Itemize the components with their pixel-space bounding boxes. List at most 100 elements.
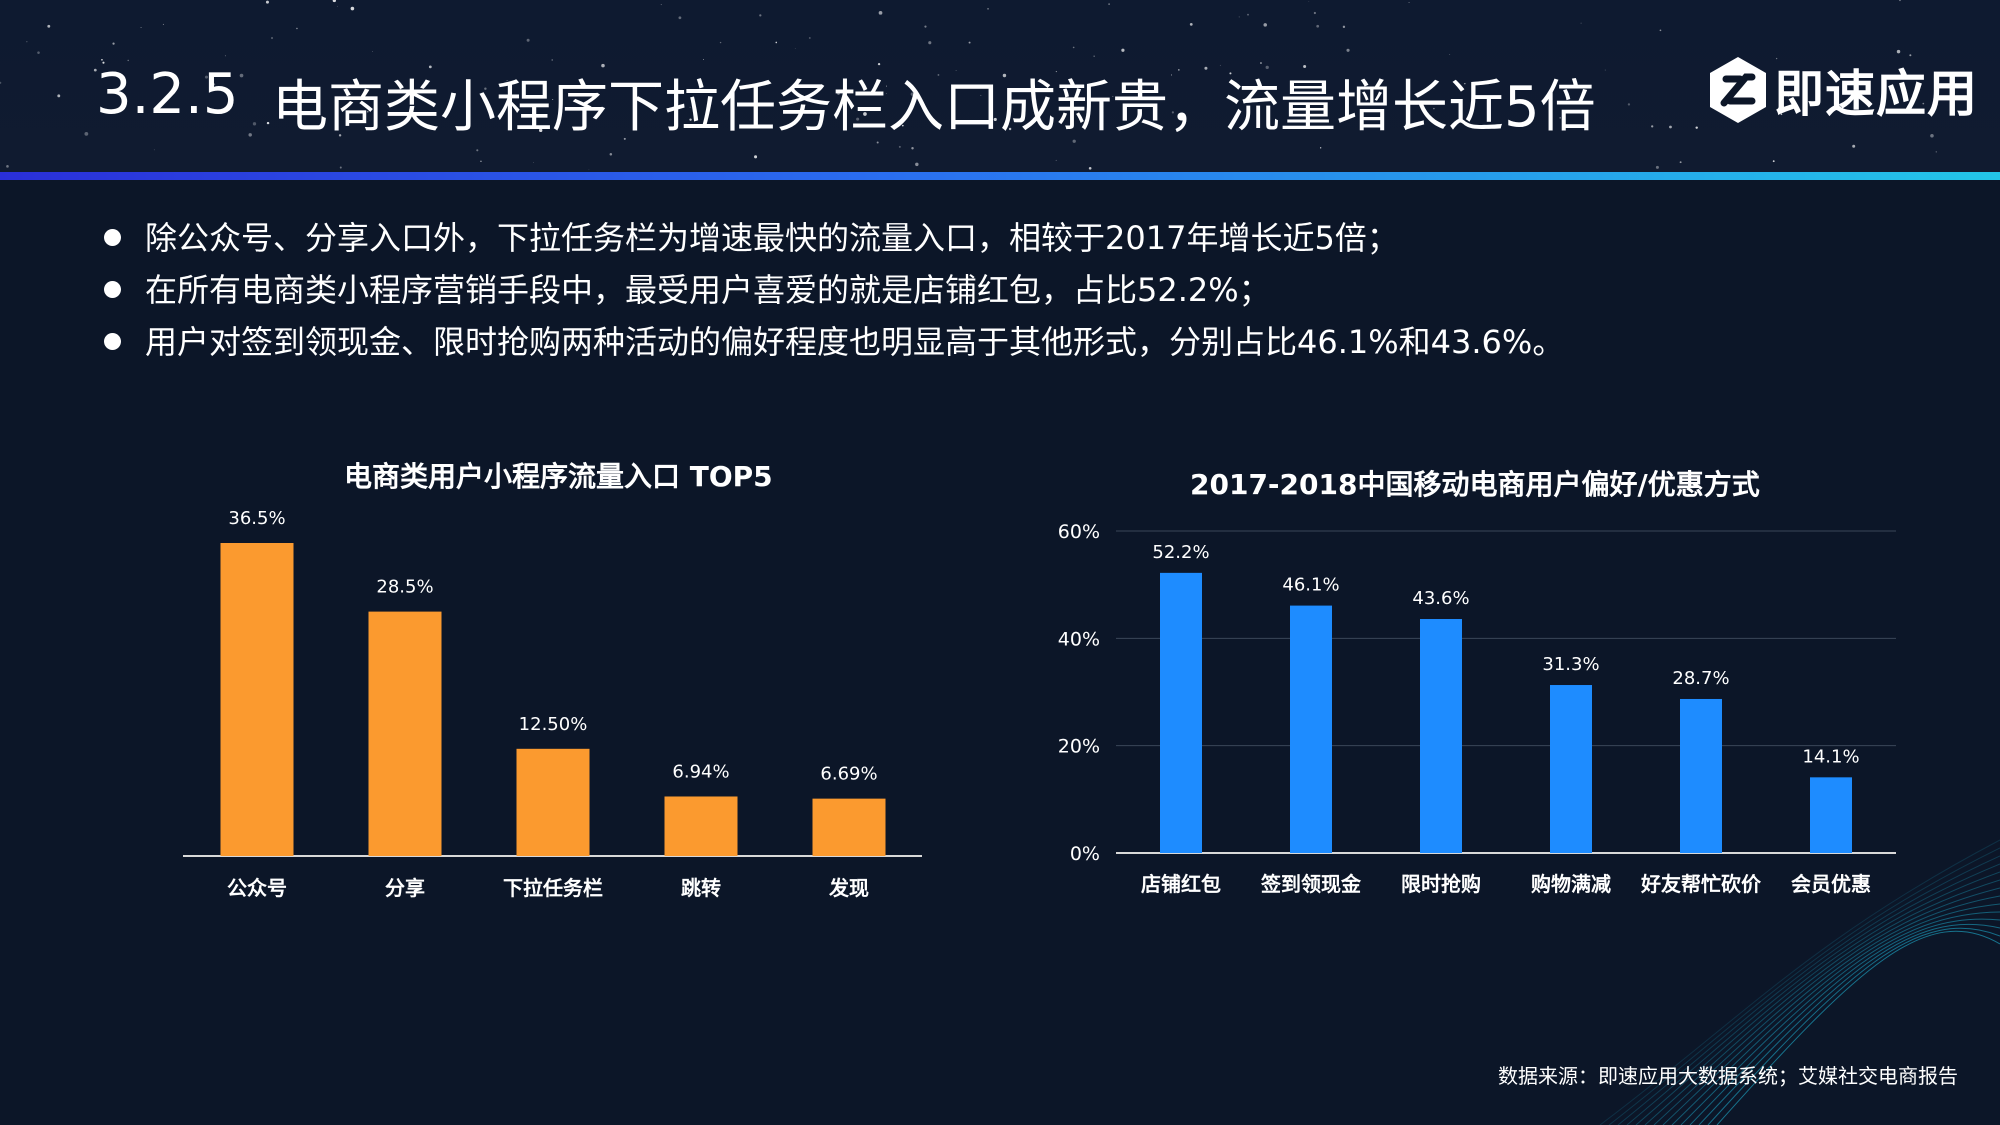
category-label: 发现 xyxy=(828,876,869,900)
wave-line xyxy=(1599,839,2000,1125)
star-dot xyxy=(1559,117,1561,119)
star-dot xyxy=(26,41,28,43)
bar-value-label: 31.3% xyxy=(1542,654,1599,675)
starfield-decoration xyxy=(0,0,1937,171)
bullet-item: 在所有电商类小程序营销手段中，最受用户喜爱的就是店铺红包，占比52.2%； xyxy=(98,264,1564,316)
star-dot xyxy=(1247,13,1249,16)
star-dot xyxy=(506,80,508,82)
bullet-list: 除公众号、分享入口外，下拉任务栏为增速最快的流量入口，相较于2017年增长近5倍… xyxy=(98,212,1564,368)
star-dot xyxy=(955,70,957,71)
star-dot xyxy=(1229,72,1232,75)
wave-line xyxy=(1617,855,2000,1125)
bar-value-label: 6.94% xyxy=(672,761,729,782)
wave-line xyxy=(1671,903,2000,1125)
category-label: 签到领现金 xyxy=(1260,872,1362,896)
bar-value-label: 36.5% xyxy=(228,508,285,529)
bullet-item: 除公众号、分享入口外，下拉任务栏为增速最快的流量入口，相较于2017年增长近5倍… xyxy=(98,212,1564,264)
logo-text: 即速应用 xyxy=(1774,65,1978,123)
star-dot xyxy=(57,94,61,98)
traffic-entry-bar-chart: 36.5% 公众号 28.5% 分享 12.50% 下拉任务栏 6.94% 跳转 6.69% 发现 xyxy=(183,508,922,900)
star-dot xyxy=(1433,107,1435,110)
star-dot xyxy=(1464,82,1466,85)
star-dot xyxy=(127,59,129,62)
y-tick-label: 40% xyxy=(1058,628,1100,650)
bullet-text: 用户对签到领现金、限时抢购两种活动的偏好程度也明显高于其他形式，分别占比46.1… xyxy=(145,323,1565,361)
star-dot xyxy=(252,122,257,126)
star-dot xyxy=(452,94,455,98)
star-dot xyxy=(1171,111,1174,114)
star-dot xyxy=(1346,48,1350,52)
star-dot xyxy=(552,99,554,101)
star-dot xyxy=(47,24,51,28)
bar-会员优惠 xyxy=(1810,777,1852,853)
star-dot xyxy=(213,83,216,86)
star-dot xyxy=(928,41,932,45)
star-dot xyxy=(655,86,657,88)
star-dot xyxy=(901,124,904,127)
star-dot xyxy=(484,87,487,90)
bar-value-label: 28.7% xyxy=(1672,668,1729,689)
star-dot xyxy=(678,16,682,20)
star-dot xyxy=(1093,55,1095,57)
star-dot xyxy=(1308,0,1310,2)
bar-value-label: 14.1% xyxy=(1802,746,1859,767)
star-dot xyxy=(1260,62,1262,64)
star-dot xyxy=(296,27,298,30)
star-dot xyxy=(1055,71,1057,73)
star-dot xyxy=(1313,11,1316,15)
star-dot xyxy=(84,131,89,136)
star-dot xyxy=(1787,96,1789,98)
star-dot xyxy=(1604,69,1606,71)
star-dot xyxy=(911,147,914,150)
star-dot xyxy=(1121,48,1125,52)
star-dot xyxy=(224,55,226,57)
star-dot xyxy=(876,141,879,144)
star-dot xyxy=(759,14,762,17)
star-dot xyxy=(1008,127,1012,131)
bar-下拉任务栏 xyxy=(516,748,590,856)
wave-line xyxy=(1644,879,2000,1125)
bar-value-label: 52.2% xyxy=(1152,542,1209,563)
star-dot xyxy=(775,41,778,44)
header-divider xyxy=(0,172,2000,180)
star-dot xyxy=(1238,16,1240,18)
star-dot xyxy=(1695,126,1698,129)
wave-line xyxy=(1635,871,2000,1125)
brand-logo: 即速应用 xyxy=(1706,55,1978,125)
star-dot xyxy=(794,47,796,49)
star-dot xyxy=(1322,83,1326,87)
wave-line xyxy=(1653,887,2000,1125)
star-dot xyxy=(601,63,605,68)
category-label: 限时抢购 xyxy=(1401,872,1481,896)
bar-跳转 xyxy=(664,796,738,856)
wave-line xyxy=(1707,927,2000,1125)
star-dot xyxy=(204,75,208,79)
bar-发现 xyxy=(812,798,886,856)
star-dot xyxy=(877,62,881,66)
star-dot xyxy=(1899,0,1901,2)
star-dot xyxy=(1449,54,1451,55)
star-dot xyxy=(702,59,704,60)
star-dot xyxy=(1342,25,1346,29)
star-dot xyxy=(987,8,989,10)
star-dot xyxy=(1655,165,1659,169)
star-dot xyxy=(660,4,662,6)
star-dot xyxy=(551,59,554,61)
bar-value-label: 46.1% xyxy=(1282,575,1339,596)
star-dot xyxy=(1772,160,1775,163)
right-chart-title: 2017-2018中国移动电商用户偏好/优惠方式 xyxy=(1190,468,1760,501)
star-dot xyxy=(837,92,840,95)
star-dot xyxy=(915,162,919,167)
star-dot xyxy=(539,128,543,133)
star-dot xyxy=(1204,66,1208,70)
star-dot xyxy=(350,6,355,11)
star-dot xyxy=(1627,103,1631,106)
y-tick-label: 0% xyxy=(1070,843,1100,865)
star-dot xyxy=(968,41,971,44)
category-label: 好友帮忙砍价 xyxy=(1640,872,1762,896)
category-label: 店铺红包 xyxy=(1141,872,1221,896)
category-label: 公众号 xyxy=(227,876,287,900)
star-dot xyxy=(1055,159,1057,161)
bar-公众号 xyxy=(220,543,294,856)
bullet-text: 除公众号、分享入口外，下拉任务栏为增速最快的流量入口，相较于2017年增长近5倍… xyxy=(145,219,1399,257)
